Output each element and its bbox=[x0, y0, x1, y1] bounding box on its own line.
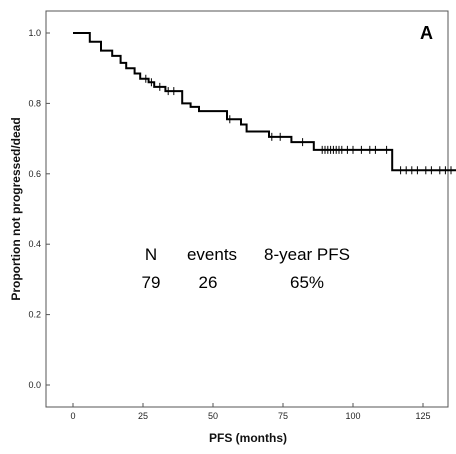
censor-mark bbox=[383, 145, 390, 154]
censor-mark bbox=[428, 166, 435, 175]
censor-mark bbox=[142, 74, 149, 83]
censor-mark bbox=[372, 145, 379, 154]
x-tick-label: 100 bbox=[345, 411, 360, 421]
censor-mark bbox=[277, 132, 284, 141]
survival-curve-group bbox=[73, 32, 456, 172]
censor-mark bbox=[299, 138, 306, 147]
annot-value-n: 79 bbox=[142, 273, 161, 292]
x-tick-label: 0 bbox=[70, 411, 75, 421]
censor-mark bbox=[366, 145, 373, 154]
censor-mark bbox=[156, 82, 163, 91]
censor-mark bbox=[350, 145, 356, 154]
x-tick-label: 50 bbox=[208, 411, 218, 421]
censor-mark bbox=[414, 166, 421, 175]
censor-mark bbox=[344, 145, 351, 154]
plot-frame bbox=[45, 10, 449, 408]
annot-value-events: 26 bbox=[199, 273, 218, 292]
censor-mark bbox=[397, 166, 404, 175]
x-tick-label: 75 bbox=[278, 411, 288, 421]
x-tick-label: 125 bbox=[415, 411, 430, 421]
annot-header-pfs: 8-year PFS bbox=[264, 245, 350, 264]
censor-marks-group bbox=[142, 74, 456, 175]
censor-mark bbox=[403, 166, 410, 175]
censor-mark bbox=[226, 115, 233, 124]
censor-mark bbox=[170, 87, 177, 96]
censor-mark bbox=[453, 169, 456, 171]
censor-mark bbox=[442, 166, 449, 175]
panel-label: A bbox=[420, 23, 433, 43]
censor-mark bbox=[148, 78, 155, 87]
censor-mark bbox=[358, 145, 365, 154]
annot-value-pfs: 65% bbox=[290, 273, 324, 292]
censor-mark bbox=[268, 132, 275, 141]
y-tick-label: 1.0 bbox=[28, 28, 41, 38]
survival-curve bbox=[73, 32, 456, 172]
y-axis-label: Proportion not progressed/dead bbox=[9, 117, 23, 300]
censor-mark bbox=[422, 166, 429, 175]
y-tick-label: 0.0 bbox=[28, 380, 41, 390]
y-axis-ticks: 0.0 0.2 0.4 0.6 0.8 1.0 bbox=[28, 28, 50, 390]
censor-mark bbox=[338, 145, 345, 154]
censor-mark bbox=[408, 166, 415, 175]
censor-mark bbox=[448, 166, 454, 175]
censor-mark bbox=[436, 166, 443, 175]
x-tick-label: 25 bbox=[138, 411, 148, 421]
censor-mark bbox=[165, 87, 172, 96]
annot-header-n: N bbox=[145, 245, 157, 264]
annot-header-events: events bbox=[187, 245, 237, 264]
y-tick-label: 0.2 bbox=[28, 310, 41, 320]
annotation-table: N events 8-year PFS 79 26 65% bbox=[142, 245, 350, 292]
y-tick-label: 0.8 bbox=[28, 98, 41, 108]
y-tick-label: 0.4 bbox=[28, 239, 41, 249]
y-tick-label: 0.6 bbox=[28, 169, 41, 179]
x-axis-ticks: 0 25 50 75 100 125 bbox=[70, 403, 431, 421]
x-axis-label: PFS (months) bbox=[209, 431, 287, 445]
